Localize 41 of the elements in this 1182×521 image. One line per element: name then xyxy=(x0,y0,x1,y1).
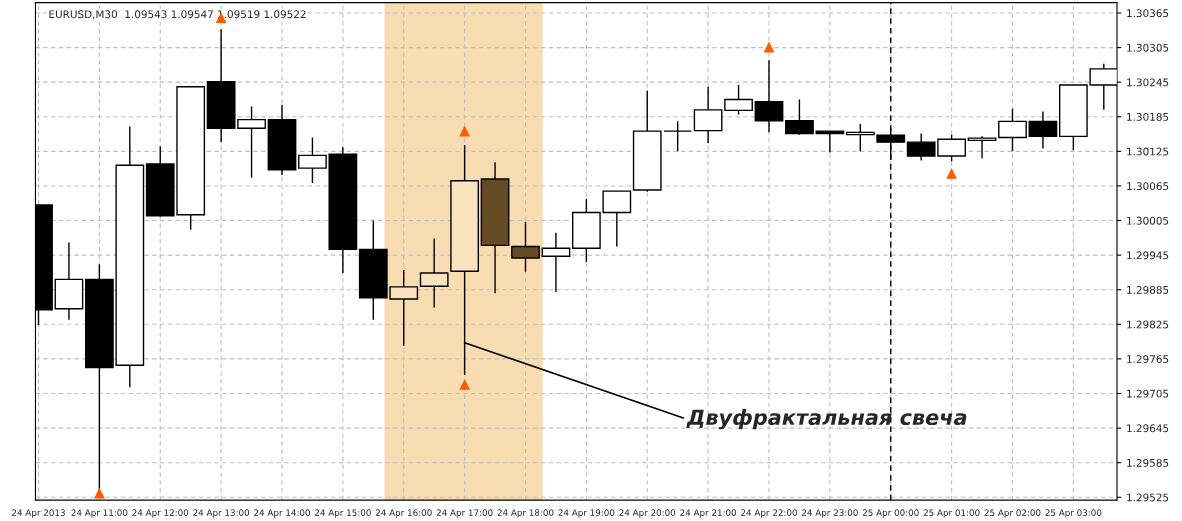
x-tick-label: 24 Apr 14:00 xyxy=(254,509,310,518)
point xyxy=(94,487,105,499)
x-tick-label: 25 Apr 00:00 xyxy=(862,509,919,518)
x-tick-label: 24 Apr 13:00 xyxy=(193,509,250,518)
x-tick-label: 24 Apr 17:00 xyxy=(436,509,493,518)
y-tick-label: 1.29525 xyxy=(1127,493,1169,502)
x-tick-label: 25 Apr 03:00 xyxy=(1045,509,1102,518)
candlestick xyxy=(663,120,693,153)
y-tick-label: 1.29945 xyxy=(1127,251,1169,260)
point xyxy=(459,378,470,390)
y-tick-label: 1.29885 xyxy=(1127,285,1169,294)
y-tick-label: 1.29825 xyxy=(1127,320,1169,329)
y-tick-label: 1.29765 xyxy=(1127,355,1169,364)
x-tick-label: 24 Apr 16:00 xyxy=(375,509,432,518)
point xyxy=(459,125,470,137)
candlestick xyxy=(541,231,571,293)
x-tick-label: 24 Apr 22:00 xyxy=(741,509,797,518)
y-tick-label: 1.30245 xyxy=(1127,78,1169,87)
x-tick-label: 24 Apr 21:00 xyxy=(680,509,737,518)
candlestick xyxy=(967,135,997,159)
x-tick-label: 24 Apr 12:00 xyxy=(132,509,189,518)
y-tick-label: 1.29705 xyxy=(1127,389,1169,398)
y-tick-label: 1.29585 xyxy=(1127,458,1169,467)
y-tick-label: 1.30305 xyxy=(1127,43,1169,52)
y-tick-label: 1.29645 xyxy=(1127,424,1169,433)
x-tick-label: 24 Apr 11:00 xyxy=(71,509,128,518)
x-tick-label: 24 Apr 20:00 xyxy=(619,509,676,518)
y-tick-label: 1.30125 xyxy=(1127,147,1169,156)
annotation: Двуфрактальная свеча xyxy=(686,408,967,430)
y-tick-label: 1.30185 xyxy=(1127,112,1169,121)
y-tick-label: 1.30005 xyxy=(1127,216,1169,225)
y-tick-label: 1.30365 xyxy=(1127,9,1169,18)
point xyxy=(946,167,957,179)
x-tick-label: 25 Apr 02:00 xyxy=(984,509,1041,518)
x-tick-label: 24 Apr 15:00 xyxy=(314,509,371,518)
x-tick-label: 24 Apr 2013 xyxy=(12,509,65,518)
x-tick-label: 24 Apr 23:00 xyxy=(801,509,858,518)
x-tick-label: 24 Apr 18:00 xyxy=(497,509,554,518)
x-tick-label: 24 Apr 19:00 xyxy=(558,509,615,518)
x-tick-label: 25 Apr 01:00 xyxy=(923,509,980,518)
y-tick-label: 1.30065 xyxy=(1127,182,1169,191)
